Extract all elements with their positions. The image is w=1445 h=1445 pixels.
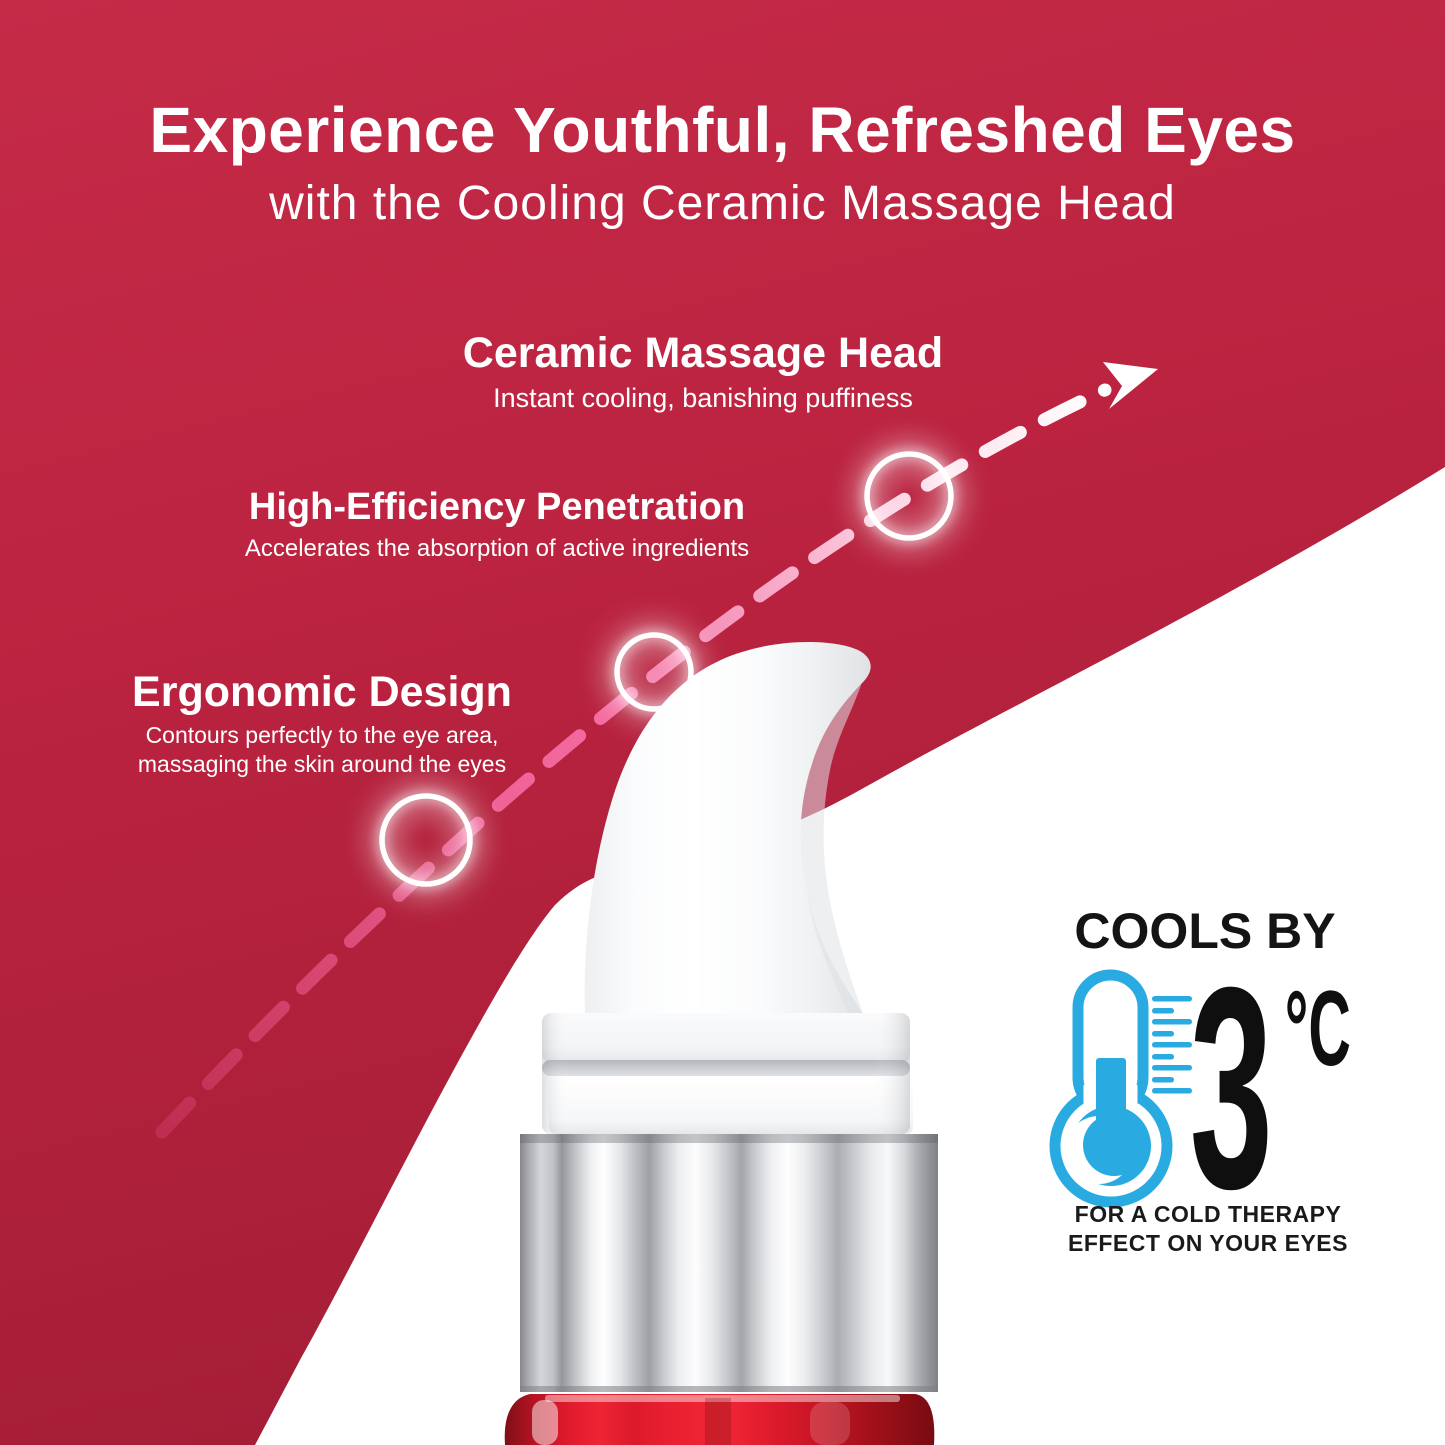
pump-collar xyxy=(542,1013,913,1134)
massage-head-nozzle xyxy=(584,642,871,1014)
target-ring-icon xyxy=(379,793,473,887)
cools-by-heading: COOLS BY xyxy=(1074,903,1336,959)
silver-collar xyxy=(520,1134,938,1392)
callout-description-line2: massaging the skin around the eyes xyxy=(137,750,507,777)
page-subtitle: with the Cooling Ceramic Massage Head xyxy=(269,176,1176,230)
temperature-unit: °C xyxy=(1285,970,1351,1089)
callout-description-line1: Contours perfectly to the eye area, xyxy=(145,722,499,749)
bottle-body xyxy=(504,1394,935,1445)
page-title: Experience Youthful, Refreshed Eyes xyxy=(149,94,1296,166)
dashed-trajectory-line xyxy=(155,383,1112,1139)
product-bottle xyxy=(504,642,938,1445)
callout-description: Accelerates the absorption of active ing… xyxy=(244,534,750,562)
callout-title: Ceramic Massage Head xyxy=(462,329,944,377)
arrow-up-right-icon xyxy=(1103,362,1158,409)
callout-title: Ergonomic Design xyxy=(132,668,512,716)
cooling-caption-line2: EFFECT ON YOUR EYES xyxy=(1067,1230,1348,1256)
cooling-caption-line1: FOR A COLD THERAPY xyxy=(1074,1201,1342,1227)
callout-description: Instant cooling, banishing puffiness xyxy=(493,383,913,414)
callout-ergonomic-design: Ergonomic Design Contours perfectly to t… xyxy=(22,668,622,777)
callout-ceramic-massage-head: Ceramic Massage Head Instant cooling, ba… xyxy=(353,329,1053,414)
callout-title: High-Efficiency Penetration xyxy=(248,486,746,528)
target-ring-icon xyxy=(614,632,694,712)
callout-high-efficiency-penetration: High-Efficiency Penetration Accelerates … xyxy=(147,486,847,562)
header: Experience Youthful, Refreshed Eyes with… xyxy=(0,94,1445,230)
target-ring-icon xyxy=(864,451,954,541)
nozzle-shading xyxy=(800,660,871,1014)
thermometer-icon xyxy=(1049,969,1192,1208)
temperature-value: 3 xyxy=(1190,929,1273,1249)
cooling-caption: FOR A COLD THERAPY EFFECT ON YOUR EYES xyxy=(1038,1200,1378,1258)
